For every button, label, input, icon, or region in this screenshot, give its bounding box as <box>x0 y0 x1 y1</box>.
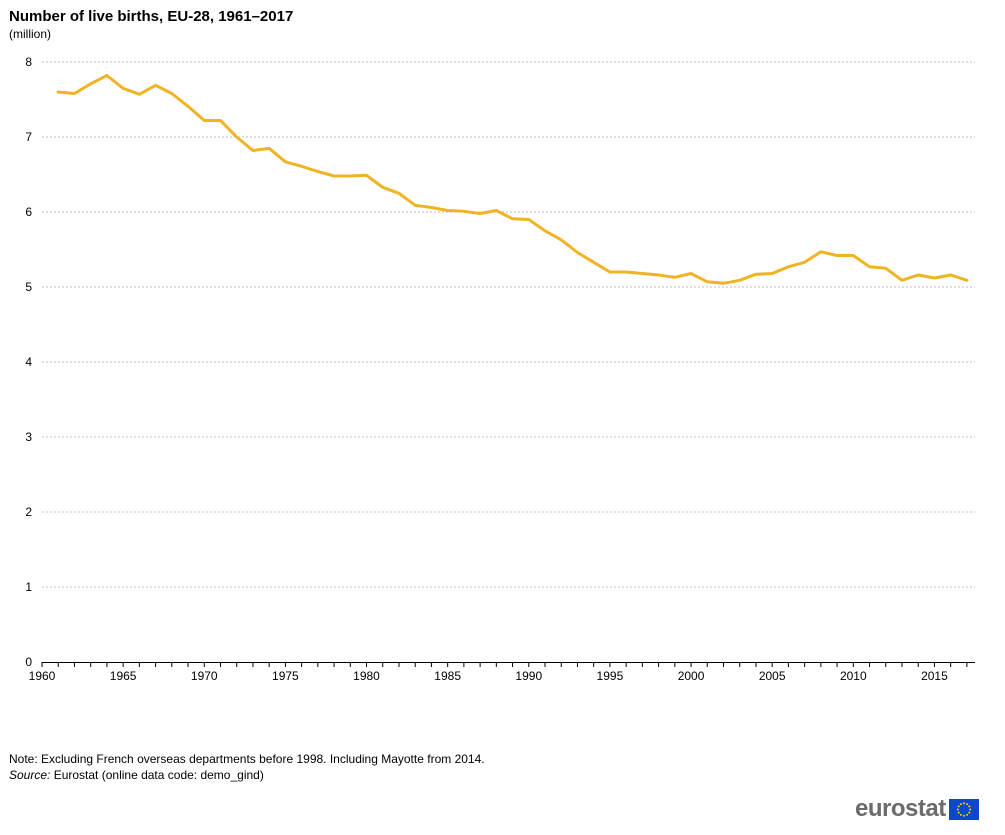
data-point <box>576 251 578 253</box>
x-tick-label: 1985 <box>434 669 461 683</box>
logo-text: eurostat <box>855 795 946 822</box>
x-tick-label: 1965 <box>110 669 137 683</box>
data-point <box>495 209 497 211</box>
data-point <box>885 267 887 269</box>
data-point <box>89 83 91 85</box>
data-point <box>609 271 611 273</box>
data-point <box>463 210 465 212</box>
data-point <box>430 206 432 208</box>
data-point <box>138 93 140 95</box>
data-point <box>171 92 173 94</box>
data-point <box>154 84 156 86</box>
chart-unit-subtitle: (million) <box>9 27 51 41</box>
data-point <box>106 74 108 76</box>
data-point <box>122 87 124 89</box>
data-point <box>268 147 270 149</box>
data-point <box>641 272 643 274</box>
eurostat-logo: eurostat <box>855 797 979 821</box>
data-point <box>836 254 838 256</box>
data-point <box>544 230 546 232</box>
x-tick-label: 2015 <box>921 669 948 683</box>
data-point <box>511 218 513 220</box>
data-point <box>657 274 659 276</box>
data-point <box>414 204 416 206</box>
data-point <box>787 266 789 268</box>
data-point <box>803 261 805 263</box>
series-line <box>56 74 969 285</box>
data-point <box>382 186 384 188</box>
data-point <box>349 175 351 177</box>
data-point <box>739 279 741 281</box>
y-tick-label: 5 <box>25 280 32 294</box>
data-point <box>219 119 221 121</box>
chart-title: Number of live births, EU-28, 1961–2017 <box>9 8 294 25</box>
data-point <box>203 119 205 121</box>
x-tick-label: 1960 <box>29 669 56 683</box>
data-point <box>706 281 708 283</box>
data-point <box>398 192 400 194</box>
y-tick-label: 2 <box>25 505 32 519</box>
data-point <box>690 272 692 274</box>
data-point <box>252 149 254 151</box>
data-point <box>528 218 530 220</box>
data-point <box>446 209 448 211</box>
data-point <box>236 136 238 138</box>
data-point <box>868 266 870 268</box>
x-tick-label: 1995 <box>597 669 624 683</box>
data-point <box>625 271 627 273</box>
y-tick-label: 1 <box>25 580 32 594</box>
data-point <box>317 170 319 172</box>
data-point <box>966 279 968 281</box>
y-tick-label: 4 <box>25 355 32 369</box>
source-text: Eurostat (online data code: demo_gind) <box>53 768 264 782</box>
x-tick-label: 1970 <box>191 669 218 683</box>
x-tick-label: 2010 <box>840 669 867 683</box>
data-point <box>560 239 562 241</box>
source-label: Source: <box>9 768 51 782</box>
data-point <box>852 254 854 256</box>
data-point <box>187 105 189 107</box>
x-tick-label: 1975 <box>272 669 299 683</box>
data-point <box>592 261 594 263</box>
x-tick-label: 2000 <box>678 669 705 683</box>
y-tick-label: 8 <box>25 55 32 69</box>
y-tick-label: 7 <box>25 130 32 144</box>
data-point <box>300 165 302 167</box>
x-tick-label: 1980 <box>353 669 380 683</box>
data-point <box>820 251 822 253</box>
x-tick-label: 1990 <box>515 669 542 683</box>
data-point <box>365 174 367 176</box>
data-point <box>333 175 335 177</box>
data-point <box>57 91 59 93</box>
data-point <box>722 282 724 284</box>
data-point <box>949 274 951 276</box>
eu-flag-icon <box>948 798 979 820</box>
data-point <box>917 274 919 276</box>
data-point <box>933 277 935 279</box>
source-line: Source: Eurostat (online data code: demo… <box>9 768 264 782</box>
data-point <box>901 279 903 281</box>
data-point <box>284 161 286 163</box>
data-point <box>674 276 676 278</box>
data-point <box>479 212 481 214</box>
x-tick-label: 2005 <box>759 669 786 683</box>
footnote: Note: Excluding French overseas departme… <box>9 752 485 766</box>
data-point <box>755 273 757 275</box>
y-tick-label: 0 <box>25 655 32 669</box>
data-point <box>771 272 773 274</box>
data-point <box>73 92 75 94</box>
y-tick-label: 6 <box>25 205 32 219</box>
y-tick-label: 3 <box>25 430 32 444</box>
